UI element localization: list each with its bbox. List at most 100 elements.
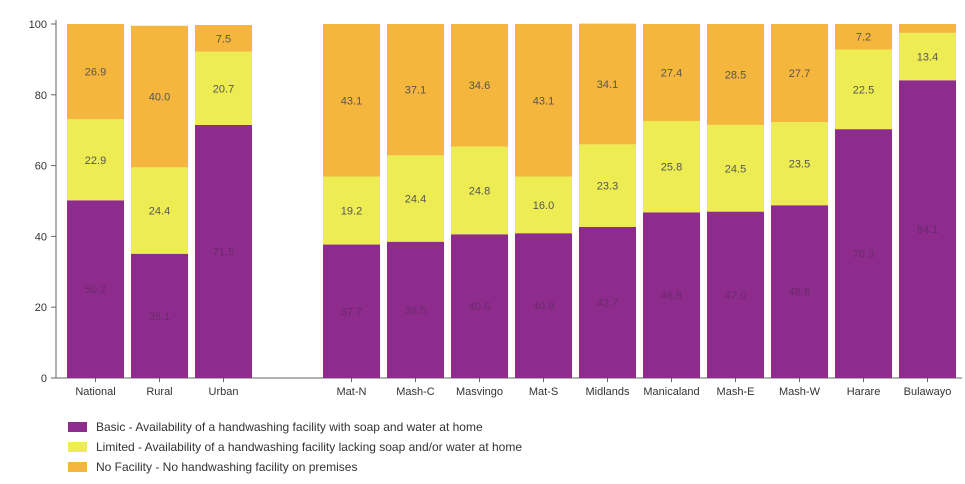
- y-tick-label: 0: [41, 373, 47, 385]
- x-tick-label: Midlands: [585, 386, 630, 398]
- bar-segment: [195, 51, 252, 125]
- data-label: 24.8: [469, 185, 490, 197]
- data-label: 71.5: [213, 246, 234, 258]
- legend-item-limited: Limited - Availability of a handwashing …: [68, 437, 522, 457]
- bar-segment: [323, 244, 380, 378]
- data-label: 47.0: [725, 290, 746, 302]
- data-label: 37.1: [405, 85, 426, 97]
- data-label: 34.1: [597, 79, 618, 91]
- x-tick-label: National: [75, 386, 115, 398]
- data-label: 37.7: [341, 306, 362, 318]
- bar-segment: [579, 226, 636, 378]
- bar-segment: [515, 24, 572, 177]
- bar-segment: [643, 24, 700, 121]
- data-label: 20.7: [213, 83, 234, 95]
- legend-item-basic: Basic - Availability of a handwashing fa…: [68, 417, 522, 437]
- data-label: 22.5: [853, 84, 874, 96]
- legend: Basic - Availability of a handwashing fa…: [68, 417, 522, 477]
- bar-segment: [451, 146, 508, 235]
- bar-segment: [515, 233, 572, 378]
- bar-segment: [835, 49, 892, 130]
- y-tick-label: 40: [35, 231, 47, 243]
- bar-segment: [771, 122, 828, 206]
- data-label: 46.8: [661, 290, 682, 302]
- data-label: 27.7: [789, 68, 810, 80]
- legend-swatch-limited: [68, 442, 87, 452]
- legend-swatch-no-facility: [68, 462, 87, 472]
- x-tick-label: Rural: [146, 386, 172, 398]
- bar-segment: [451, 234, 508, 378]
- bar-segment: [643, 120, 700, 213]
- data-label: 22.9: [85, 155, 106, 167]
- x-tick-label: Mat-N: [337, 386, 367, 398]
- bar-segment: [131, 167, 188, 254]
- x-tick-label: Urban: [209, 386, 239, 398]
- chart-svg: 0 20 40 60 80 100 50.2 22.9 26.9 National 35.1 24.4…: [29, 19, 962, 398]
- stacked-bar-chart: 0 20 40 60 80 100 50.2 22.9 26.9 National 35.1 24.4…: [29, 19, 962, 398]
- data-label: 38.5: [405, 305, 426, 317]
- data-label: 27.4: [661, 67, 682, 79]
- data-label: 7.2: [856, 32, 871, 44]
- data-label: 50.2: [85, 284, 106, 296]
- bar-segment: [835, 129, 892, 378]
- bar-segment: [835, 24, 892, 50]
- bar-segment: [707, 24, 764, 125]
- bar-segment: [67, 24, 124, 120]
- y-tick-label: 100: [29, 19, 47, 31]
- y-tick-label: 80: [35, 90, 47, 102]
- data-label: 23.5: [789, 159, 810, 171]
- data-label: 42.7: [597, 297, 618, 309]
- bar-segment: [67, 119, 124, 201]
- bar-segment: [899, 32, 956, 81]
- data-label: 40.9: [533, 301, 554, 313]
- data-label: 40.6: [469, 301, 490, 313]
- x-tick-label: Manicaland: [643, 386, 699, 398]
- bar-segment: [195, 124, 252, 378]
- bar-segment: [387, 24, 444, 156]
- bar-segment: [579, 23, 636, 145]
- bar-segment: [131, 253, 188, 378]
- bar-segment: [707, 124, 764, 212]
- legend-swatch-basic: [68, 422, 87, 432]
- data-label: 43.1: [341, 95, 362, 107]
- data-label: 24.5: [725, 163, 746, 175]
- bar-segment: [643, 212, 700, 378]
- data-label: 19.2: [341, 206, 362, 218]
- bar-segment: [387, 155, 444, 242]
- bar-segment: [579, 144, 636, 227]
- bar-segment: [707, 211, 764, 378]
- data-label: 24.4: [405, 194, 426, 206]
- data-label: 48.8: [789, 287, 810, 299]
- y-tick-label: 20: [35, 302, 47, 314]
- data-label: 35.1: [149, 311, 170, 323]
- data-label: 24.4: [149, 206, 170, 218]
- x-tick-label: Mash-W: [779, 386, 821, 398]
- x-tick-label: Masvingo: [456, 386, 503, 398]
- bar-segment: [899, 24, 956, 33]
- data-label: 16.0: [533, 200, 554, 212]
- data-label: 7.5: [216, 33, 231, 45]
- data-label: 40.0: [149, 92, 170, 104]
- bar-segment: [323, 24, 380, 177]
- bar-segment: [323, 176, 380, 245]
- bar-segment: [451, 24, 508, 147]
- bar-segment: [771, 205, 828, 378]
- x-tick-label: Bulawayo: [904, 386, 952, 398]
- x-tick-label: Mat-S: [529, 386, 558, 398]
- bar-segment: [195, 25, 252, 52]
- bar-segment: [899, 80, 956, 378]
- y-tick-label: 60: [35, 161, 47, 173]
- legend-label-no-facility: No Facility - No handwashing facility on…: [96, 460, 358, 474]
- bar-segment: [387, 241, 444, 378]
- x-tick-label: Mash-C: [396, 386, 435, 398]
- data-label: 34.6: [469, 80, 490, 92]
- data-label: 13.4: [917, 52, 938, 64]
- bar-segment: [515, 176, 572, 234]
- bar-segment: [771, 24, 828, 123]
- legend-item-no-facility: No Facility - No handwashing facility on…: [68, 457, 522, 477]
- bar-segment: [131, 25, 188, 168]
- data-label: 84.1: [917, 224, 938, 236]
- data-label: 43.1: [533, 95, 554, 107]
- data-label: 28.5: [725, 69, 746, 81]
- data-label: 25.8: [661, 162, 682, 174]
